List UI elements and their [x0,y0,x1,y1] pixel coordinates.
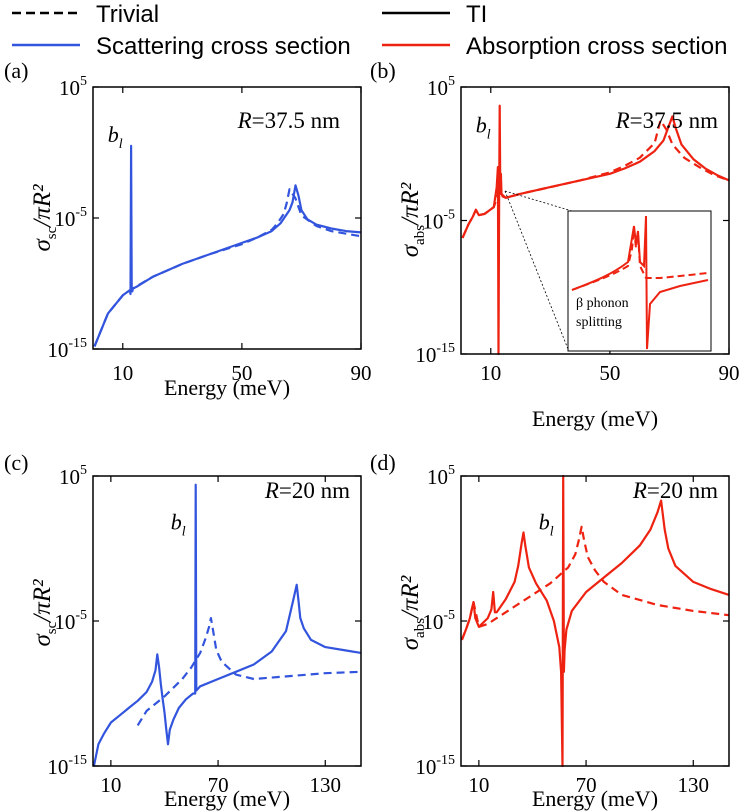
panel-b: (b) bl 10 50 90 105 10-5 10-15 R=37.5 nm σabs… [370,58,740,431]
panel-a: (a) bl 10 50 90 105 10-5 10-15 R=37.5 nm σsc/… [4,58,372,400]
panel-c-y-tick-label: 105 [59,463,87,489]
panel-b-x-axis-label: Energy (meV) [532,406,658,431]
panel-d-peak-label: bl [539,510,554,540]
panel-d-ticks: 10 70 130 105 10-5 10-15 [415,463,729,797]
panel-d-series-ti-line [460,474,730,768]
panel-c-x-tick-label: 10 [100,773,121,797]
panel-a-curves: bl [93,122,362,347]
panel-c: (c) bl 10 70 130 105 10-5 10-15 R=20 nm σsc/π… [4,450,362,811]
panel-d-x-axis-label: Energy (meV) [532,786,658,811]
inset-label-line2: splitting [576,315,622,330]
panel-d-x-tick-label: 10 [468,773,489,797]
panel-b-curves: bl [461,104,730,356]
inset-guide-line-top [504,190,573,212]
inset-frame [567,210,712,352]
legend: Trivial TI Scattering cross section Abso… [12,1,727,60]
panel-d-y-tick-label: 10-15 [415,753,455,779]
panel-b-peak-label: bl [476,112,491,142]
panel-b-x-tick-label: 10 [480,361,501,385]
panel-d-frame [460,475,730,767]
panel-c-curves: bl [92,483,362,767]
panel-a-y-axis-label: σsc/πR² [29,184,60,252]
panel-d: (d) bl 10 70 130 105 10-5 10-15 R=20 nm σabs/… [370,450,730,811]
panel-c-series-trivial-line [136,617,362,726]
panel-c-x-axis-label: Energy (meV) [164,786,290,811]
panel-d-y-axis-label: σabs/πR² [397,575,428,650]
panel-a-x-axis-label: Energy (meV) [164,375,290,400]
panel-a-label: (a) [4,58,28,83]
panel-b-y-tick-label: 105 [427,74,455,100]
panel-b-y-tick-label: 10-5 [422,208,455,234]
panel-b-x-tick-label: 90 [719,361,740,385]
panel-c-label: (c) [4,450,28,475]
panel-d-label: (d) [370,450,396,475]
panel-d-y-tick-label: 105 [427,463,455,489]
panel-c-x-tick-label: 70 [208,773,229,797]
panel-d-series-trivial-line [460,525,730,641]
panel-c-y-axis-label: σsc/πR² [29,579,60,647]
panel-a-x-tick-label: 10 [112,361,133,385]
panel-a-series-trivial-line [93,188,362,347]
panel-a-y-tick-label: 105 [59,74,87,100]
panel-b-y-axis-label: σabs/πR² [397,182,428,257]
panel-b-ticks: 10 50 90 105 10-5 10-15 [415,74,739,385]
panel-d-y-tick-label: 10-5 [422,608,455,634]
panel-c-peak-label: bl [171,510,186,540]
panel-a-y-tick-label: 10-5 [54,205,87,231]
panel-a-peak-label: bl [108,122,123,152]
panel-c-series-ti-line [92,483,362,767]
inset-guide-line-bottom [504,190,569,350]
panel-b-label: (b) [370,58,396,83]
panel-c-x-tick-label: 130 [310,773,342,797]
legend-trivial-label: Trivial [96,1,159,28]
panel-a-x-tick-label: 90 [351,361,372,385]
panel-b-y-tick-label: 10-15 [415,341,455,367]
panel-d-radius-label: R=20 nm [632,478,718,503]
panel-c-frame [92,475,362,767]
panel-b-series-ti-line [461,104,730,356]
panel-a-series-ti-line [93,144,362,347]
panel-a-x-tick-label: 50 [231,361,252,385]
panel-d-x-tick-label: 130 [678,773,710,797]
legend-absorption-label: Absorption cross section [466,33,727,60]
panel-c-radius-label: R=20 nm [264,478,350,503]
panel-a-y-tick-label: 10-15 [47,336,87,362]
panel-b-x-tick-label: 50 [599,361,620,385]
panel-c-y-tick-label: 10-5 [54,608,87,634]
legend-ti-label: TI [466,1,487,28]
inset-label-line1: β phonon [576,296,629,311]
panel-d-curves: bl [460,474,730,768]
panel-b-radius-label: R=37.5 nm [615,108,719,133]
inset-ti-curve [571,215,709,350]
panel-c-ticks: 10 70 130 105 10-5 10-15 [47,463,361,797]
legend-scattering-label: Scattering cross section [96,33,351,60]
panel-a-radius-label: R=37.5 nm [237,108,341,133]
panel-b-inset: β phonon splitting [504,190,712,352]
panel-a-ticks: 10 50 90 105 10-5 10-15 [47,74,371,385]
panel-c-y-tick-label: 10-15 [47,753,87,779]
panel-d-x-tick-label: 70 [576,773,597,797]
